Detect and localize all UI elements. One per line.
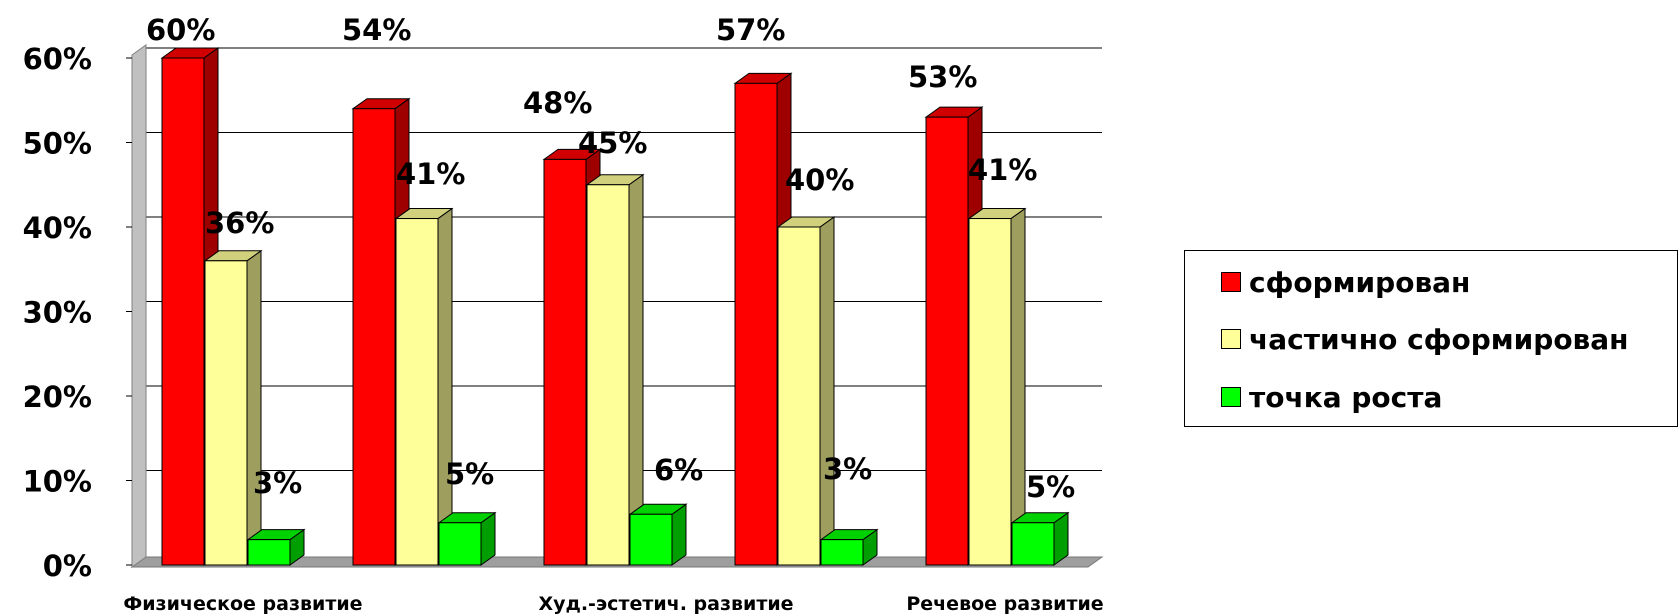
y-tick-label: 50% bbox=[23, 127, 92, 161]
bar-front bbox=[438, 522, 482, 566]
legend-label-formed: сформирован bbox=[1249, 265, 1471, 299]
data-label-сформирован-1: 60% bbox=[146, 13, 215, 47]
y-tick-label: 40% bbox=[23, 211, 92, 245]
y-tick-label: 30% bbox=[23, 296, 92, 330]
legend-swatch-growth-point bbox=[1221, 387, 1241, 407]
bar-front bbox=[820, 539, 864, 566]
data-label-сформирован-5: 53% bbox=[908, 60, 977, 94]
bar-частично-сформирован-3 bbox=[585, 173, 645, 566]
bar-side bbox=[437, 207, 453, 566]
x-category-label-5: Речевое развитие bbox=[906, 593, 1103, 615]
bar-front bbox=[968, 218, 1012, 566]
bar-front bbox=[1011, 522, 1055, 566]
bar-front bbox=[777, 226, 821, 566]
data-label-частично-сформирован-2: 41% bbox=[396, 157, 465, 191]
bar-front bbox=[629, 513, 673, 566]
y-tick-label: 20% bbox=[23, 380, 92, 414]
bar-side bbox=[246, 249, 262, 566]
bars bbox=[160, 47, 1070, 566]
bar-точка-роста-5 bbox=[1010, 511, 1070, 566]
bar-front bbox=[734, 82, 778, 566]
data-label-сформирован-4: 57% bbox=[716, 13, 785, 47]
x-category-label-3: Худ.-эстетич. развитие bbox=[538, 593, 793, 615]
legend-swatch-formed bbox=[1221, 272, 1241, 292]
bar-front bbox=[204, 260, 248, 566]
side-wall-plane bbox=[131, 44, 147, 568]
bar-side bbox=[819, 216, 835, 566]
legend-swatch-partially-formed bbox=[1221, 329, 1241, 349]
bar-точка-роста-4 bbox=[819, 528, 879, 566]
y-tick-label: 10% bbox=[23, 465, 92, 499]
bar-частично-сформирован-2 bbox=[394, 207, 454, 566]
bar-частично-сформирован-4 bbox=[776, 216, 836, 566]
legend-item-partially-formed: частично сформирован bbox=[1221, 322, 1629, 356]
legend-label-partially-formed: частично сформирован bbox=[1249, 322, 1629, 356]
bar-chart: 0% 10% 20% 30% 40% 50% 60% 60% 54% 48% 57% 53% 36% 4… bbox=[23, 13, 1104, 615]
legend-item-formed: сформирован bbox=[1221, 265, 1471, 299]
data-label-точка-роста-4: 3% bbox=[823, 452, 872, 486]
data-label-точка-роста-5: 5% bbox=[1026, 470, 1075, 504]
data-label-частично-сформирован-1: 36% bbox=[205, 206, 274, 240]
data-label-частично-сформирован-4: 40% bbox=[785, 163, 854, 197]
data-label-сформирован-3: 48% bbox=[523, 86, 592, 120]
legend-label-growth-point: точка роста bbox=[1249, 380, 1443, 414]
data-label-точка-роста-1: 3% bbox=[253, 466, 302, 500]
x-category-label-1: Физическое развитие bbox=[123, 593, 362, 615]
legend: сформирован частично сформирован точка р… bbox=[1184, 250, 1678, 427]
bar-front bbox=[161, 57, 205, 566]
bar-front bbox=[925, 116, 969, 566]
bar-front bbox=[395, 218, 439, 566]
bar-front bbox=[586, 184, 630, 566]
data-label-точка-роста-2: 5% bbox=[445, 457, 494, 491]
data-label-частично-сформирован-5: 41% bbox=[968, 153, 1037, 187]
legend-item-growth-point: точка роста bbox=[1221, 380, 1443, 414]
bar-частично-сформирован-5 bbox=[967, 207, 1027, 566]
data-label-сформирован-2: 54% bbox=[342, 13, 411, 47]
bar-точка-роста-2 bbox=[437, 511, 497, 566]
data-label-точка-роста-3: 6% bbox=[654, 453, 703, 487]
x-axis-categories: Физическое развитие Худ.-эстетич. развити… bbox=[123, 593, 1103, 615]
bar-точка-роста-1 bbox=[246, 528, 306, 566]
bar-front bbox=[247, 539, 291, 566]
bar-front bbox=[352, 108, 396, 566]
bar-side bbox=[1010, 207, 1026, 566]
data-labels: 60% 54% 48% 57% 53% 36% 41% 45% 40% 41% 3% 5% 6% 3% 5% bbox=[146, 13, 1075, 504]
y-tick-label: 60% bbox=[23, 42, 92, 76]
bar-точка-роста-3 bbox=[628, 503, 688, 566]
y-tick-label: 0% bbox=[43, 549, 92, 583]
bar-front bbox=[543, 158, 587, 566]
data-label-частично-сформирован-3: 45% bbox=[578, 126, 647, 160]
y-axis-ticks: 0% 10% 20% 30% 40% 50% 60% bbox=[23, 42, 132, 583]
chart-side-wall bbox=[131, 44, 147, 568]
bar-частично-сформирован-1 bbox=[203, 249, 263, 566]
